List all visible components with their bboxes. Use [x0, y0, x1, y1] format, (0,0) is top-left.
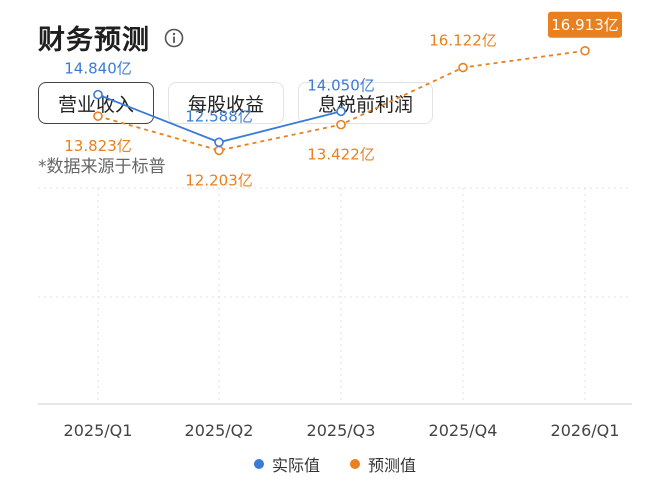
- data-label-forecast: 16.122亿: [429, 32, 497, 50]
- data-point-forecast: [458, 62, 468, 73]
- header: 财务预测: [38, 18, 184, 57]
- data-point-forecast: [93, 111, 103, 121]
- data-point-forecast: [580, 45, 590, 56]
- page-title: 财务预测: [38, 25, 150, 56]
- chart-legend: 实际值 预测值: [0, 452, 670, 476]
- tab-eps[interactable]: 每股收益: [168, 82, 285, 124]
- legend-item-actual[interactable]: 实际值: [253, 452, 320, 476]
- data-label-forecast: 13.823亿: [64, 137, 132, 155]
- data-label-forecast: 13.422亿: [307, 146, 375, 164]
- legend-label-forecast: 预测值: [368, 456, 417, 475]
- legend-dot-forecast: [350, 459, 360, 469]
- legend-item-forecast[interactable]: 预测值: [350, 452, 416, 476]
- data-label-actual: 12.588亿: [185, 107, 253, 125]
- data-point-actual: [336, 106, 346, 117]
- series-line-forecast: [97, 49, 586, 152]
- x-tick-label: 2026/Q1: [551, 421, 620, 440]
- data-point-actual: [93, 89, 103, 100]
- x-tick-label: 2025/Q4: [429, 421, 498, 440]
- data-label-badge: [548, 11, 622, 38]
- x-tick-label: 2025/Q2: [185, 421, 254, 440]
- data-label-actual: 14.050亿: [307, 76, 375, 94]
- data-label-actual: 14.840亿: [64, 60, 132, 78]
- metric-tabs: 营业收入 每股收益 息税前利润: [38, 82, 434, 124]
- data-point-actual: [214, 137, 224, 148]
- data-label-forecast: 16.913亿: [551, 16, 619, 34]
- info-circle-icon[interactable]: [164, 28, 184, 48]
- data-label-forecast: 12.203亿: [185, 171, 253, 189]
- source-note: *数据来源于标普: [38, 157, 166, 177]
- legend-label-actual: 实际值: [271, 456, 320, 475]
- tab-revenue[interactable]: 营业收入: [38, 82, 155, 124]
- data-point-forecast: [336, 119, 346, 130]
- x-tick-label: 2025/Q1: [64, 421, 133, 440]
- legend-dot-actual: [253, 459, 264, 469]
- data-point-forecast: [214, 145, 224, 156]
- x-tick-label: 2025/Q3: [307, 421, 376, 440]
